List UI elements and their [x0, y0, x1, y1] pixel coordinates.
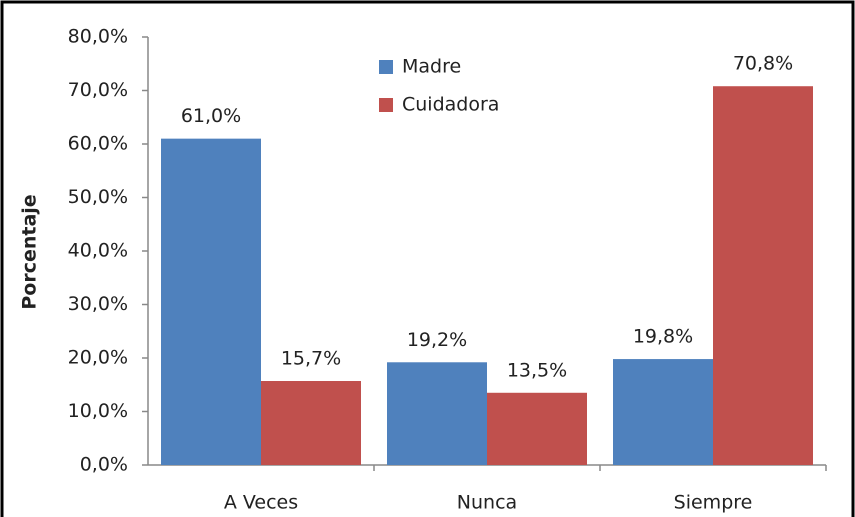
bar	[387, 362, 487, 465]
bar	[487, 392, 587, 465]
legend-swatch	[379, 60, 393, 74]
bar	[613, 359, 713, 465]
legend-swatch	[379, 98, 393, 112]
x-tick-label: Siempre	[674, 492, 753, 514]
y-axis-label: Porcentaje	[19, 194, 41, 309]
y-tick-label: 50,0%	[68, 186, 128, 208]
value-label: 19,2%	[407, 329, 467, 351]
x-tick-label: A Veces	[224, 492, 298, 514]
y-tick-label: 20,0%	[68, 347, 128, 369]
value-label: 13,5%	[507, 359, 567, 381]
y-tick-label: 0,0%	[80, 454, 128, 476]
value-label: 61,0%	[181, 105, 241, 127]
legend-label: Cuidadora	[402, 94, 499, 116]
legend-label: Madre	[402, 56, 461, 78]
value-label: 70,8%	[733, 53, 793, 75]
value-label: 15,7%	[281, 348, 341, 370]
y-tick-label: 70,0%	[68, 79, 128, 101]
y-tick-label: 10,0%	[68, 400, 128, 422]
x-tick-label: Nunca	[457, 492, 517, 514]
bar	[713, 86, 813, 465]
value-label: 19,8%	[633, 326, 693, 348]
y-tick-label: 80,0%	[68, 26, 128, 48]
bar	[261, 381, 361, 465]
y-tick-label: 30,0%	[68, 293, 128, 315]
y-tick-label: 40,0%	[68, 240, 128, 262]
bar	[161, 138, 261, 465]
y-tick-label: 60,0%	[68, 133, 128, 155]
